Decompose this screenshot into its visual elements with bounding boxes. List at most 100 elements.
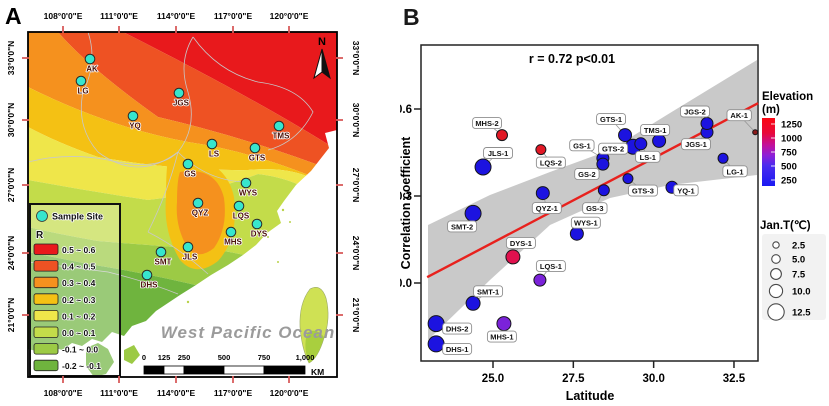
y-axis-title: Correlation coefficient (400, 136, 413, 269)
jant-size-circle (770, 268, 782, 280)
sample-site-code: JLS (183, 253, 198, 262)
jant-size-items: 2.5 5.0 7.5 10.0 12.5 (767, 241, 811, 321)
sample-site-code: JGS (173, 99, 190, 108)
elevation-tick-labels: 1250 1000 750 500 250 (771, 120, 802, 187)
scale-bar-label: 1,000 (296, 353, 315, 362)
legend-class-label: 0.5 ~ 0.6 (62, 245, 96, 255)
zone-light-green (28, 227, 337, 342)
sample-site-dot (249, 142, 261, 154)
sample-site-dot (233, 200, 245, 212)
data-point (618, 128, 633, 143)
scale-bar-segment (263, 365, 306, 375)
lat-label-right: 21°0'0"N (351, 298, 361, 333)
point-label-box (680, 105, 710, 118)
sample-site-code: GS (184, 170, 196, 179)
point-label-box (582, 202, 608, 215)
elevation-legend: Elevation (m) 1250 1000 750 500 250 (762, 91, 813, 187)
legend-class-label: 0.4 ~ 0.5 (62, 262, 96, 272)
jant-legend: Jan.T(℃) 2.5 5.0 7.5 10.0 12.5 (760, 219, 826, 321)
lat-label-right: 24°0'0"N (351, 236, 361, 271)
point-label-box (598, 142, 629, 155)
point-label-box (447, 220, 478, 233)
point-label-box (722, 165, 748, 178)
data-point (464, 204, 482, 222)
sample-site-dot (206, 138, 218, 150)
data-point (495, 129, 508, 142)
data-point (652, 133, 667, 148)
point-label: SMT-1 (477, 287, 499, 296)
data-point (427, 335, 445, 353)
elevation-tick-label: 250 (781, 176, 797, 187)
point-label-box (640, 123, 671, 136)
elevation-legend-title: Elevation (762, 91, 813, 103)
point-label-box (635, 150, 661, 163)
elevation-tick-label: 1250 (781, 120, 802, 131)
elevation-tick-label: 1000 (781, 134, 802, 145)
sample-site-dot (273, 120, 285, 132)
sample-site-label: Sample Site (52, 212, 103, 222)
point-label: GS-2 (578, 170, 596, 179)
confidence-band (428, 60, 757, 340)
point-label-box (535, 260, 566, 273)
lon-label-top: 117°0'0"E (214, 11, 253, 21)
sample-site: SMT (154, 246, 172, 267)
point-label: DYS-1 (510, 239, 532, 248)
zone-orange-tongue (176, 171, 225, 255)
point-label-box (472, 117, 502, 130)
x-axis-title: Latitude (566, 389, 615, 403)
sample-site: MHS (223, 226, 243, 247)
panel-a-letter: A (5, 3, 22, 29)
point-label: MHS-1 (490, 333, 513, 342)
data-point (533, 273, 547, 287)
map-frame (27, 31, 338, 378)
point-label: GTS-1 (600, 115, 622, 124)
legend-swatch (33, 309, 59, 322)
elevation-legend-unit: (m) (762, 104, 780, 116)
jant-size-label: 7.5 (792, 270, 806, 281)
jant-size-label: 2.5 (792, 241, 806, 252)
point-labels: DHS-1 DHS-2 SMT-1 SMT-2 MHS-1 MHS-2 JLS-1 DYS-1… (442, 105, 752, 355)
point-label: LS-1 (640, 153, 656, 162)
legend-swatch (33, 276, 59, 289)
sample-site-code: SMT (155, 258, 172, 267)
sample-site: WYS (238, 177, 259, 198)
jant-size-label: 5.0 (792, 255, 805, 266)
scale-bar-segment (183, 365, 225, 375)
point-label: JLS-1 (488, 149, 508, 158)
data-point (622, 173, 634, 185)
sample-site-dot (251, 218, 263, 230)
zone-amber (28, 87, 337, 197)
y-tick-label: 0.0 (400, 278, 412, 290)
sample-site-dot (127, 110, 139, 122)
data-point (505, 249, 521, 265)
legend-swatch (33, 326, 59, 338)
lat-label-left: 30°0'0"N (6, 103, 16, 138)
sample-site-code: DYS (251, 230, 268, 239)
scale-bar-segment (163, 365, 185, 375)
point-label-box (726, 109, 752, 122)
x-tick-label: 30.0 (642, 373, 664, 385)
sample-site-dot (141, 269, 153, 281)
lon-label-top: 111°0'0"E (100, 11, 138, 21)
panel-b-letter: B (403, 4, 420, 30)
taiwan-island-south (305, 330, 324, 363)
legend-swatch (33, 343, 59, 355)
offshore-islands (186, 208, 291, 304)
data-point (569, 226, 584, 241)
scatter-points (427, 117, 759, 353)
sample-site-dot (182, 158, 194, 170)
map-axis-ticks (22, 26, 343, 383)
point-label: JGS-2 (684, 108, 706, 117)
point-label-box (483, 147, 513, 159)
sample-site-dot (155, 246, 167, 258)
legend-swatch (33, 243, 59, 255)
jant-size-circle (767, 303, 785, 321)
point-label: YQ-1 (677, 186, 695, 195)
sample-site: DHS (140, 269, 159, 290)
lat-label-left: 24°0'0"N (6, 236, 16, 271)
sample-site: AK (84, 53, 99, 74)
sample-site: QYZ (191, 197, 209, 218)
point-label-box (574, 168, 600, 181)
sample-site-code: DHS (141, 281, 159, 290)
province-borders (28, 32, 314, 295)
